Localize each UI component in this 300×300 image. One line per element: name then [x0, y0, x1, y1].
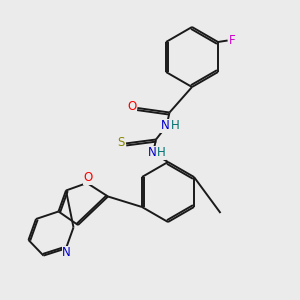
Text: F: F — [229, 34, 236, 47]
Text: H: H — [157, 146, 166, 160]
Text: N: N — [161, 119, 170, 132]
Text: O: O — [83, 171, 92, 184]
Text: O: O — [128, 100, 136, 113]
Text: N: N — [62, 246, 71, 260]
Text: N: N — [147, 146, 156, 160]
Text: S: S — [117, 136, 124, 149]
Text: H: H — [170, 119, 179, 132]
